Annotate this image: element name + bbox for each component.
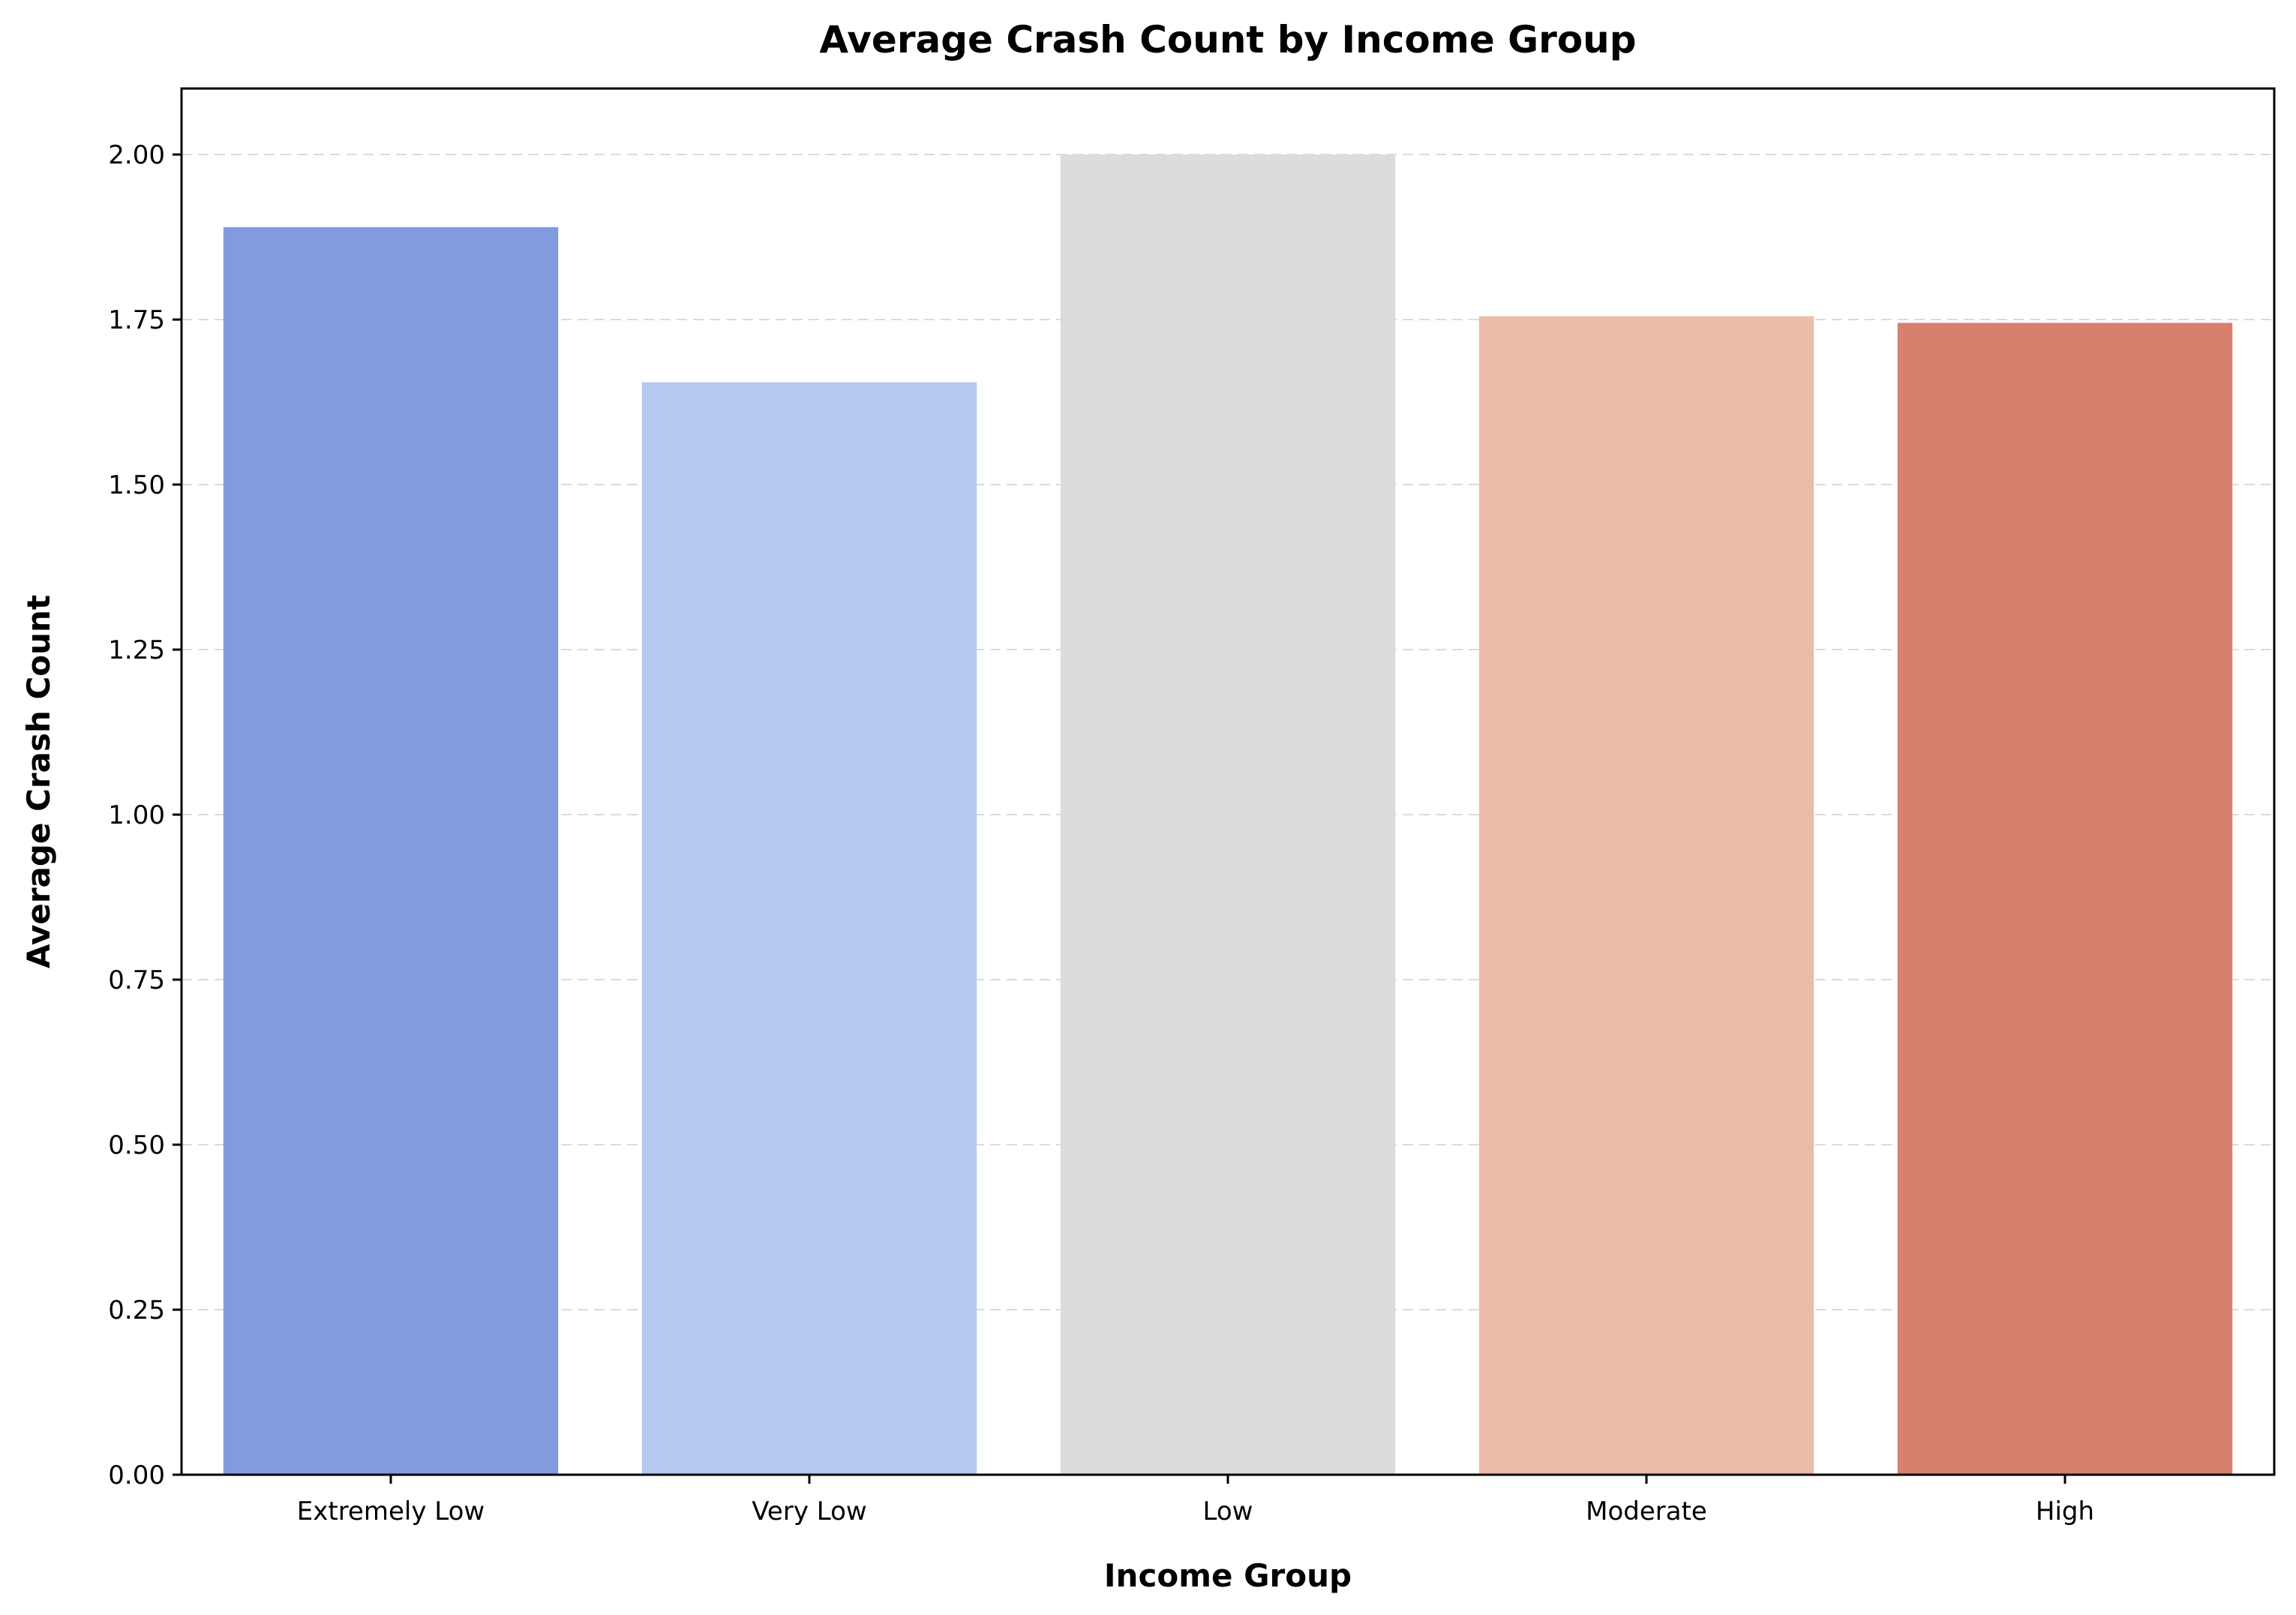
y-axis-ticks: 0.00 0.25 0.50 0.75 1.00 1.25 1.50 1.75 2.00 [108,140,182,1490]
plot-frame [180,87,2276,1476]
y-tick-label: 1.25 [108,635,165,665]
bar-extremely-low [223,227,559,1475]
y-tick-label: 1.00 [108,800,165,830]
bar-high [1897,323,2233,1475]
y-tick-label: 1.75 [108,305,165,335]
y-tick-label: 0.75 [108,965,165,995]
bar-low [1060,155,1396,1475]
y-tick-label: 1.50 [108,470,165,500]
x-tick-label: Very Low [752,1496,866,1526]
bar-very-low [641,382,977,1475]
x-tick-label: High [2036,1496,2094,1526]
x-tick-label: Low [1203,1496,1253,1526]
y-tick-label: 0.50 [108,1130,165,1160]
bars [223,155,2233,1475]
y-tick-label: 0.25 [108,1295,165,1325]
chart-title: Average Crash Count by Income Group [819,18,1636,62]
y-tick-label: 0.00 [108,1460,165,1490]
bar-moderate [1478,316,1814,1475]
y-tick-label: 2.00 [108,140,165,170]
x-tick-label: Moderate [1586,1496,1707,1526]
x-axis-title: Income Group [1104,1557,1352,1594]
x-axis-ticks: Extremely Low Very Low Low Moderate High [297,1475,2094,1526]
y-axis-title: Average Crash Count [20,595,57,968]
x-tick-label: Extremely Low [297,1496,485,1526]
